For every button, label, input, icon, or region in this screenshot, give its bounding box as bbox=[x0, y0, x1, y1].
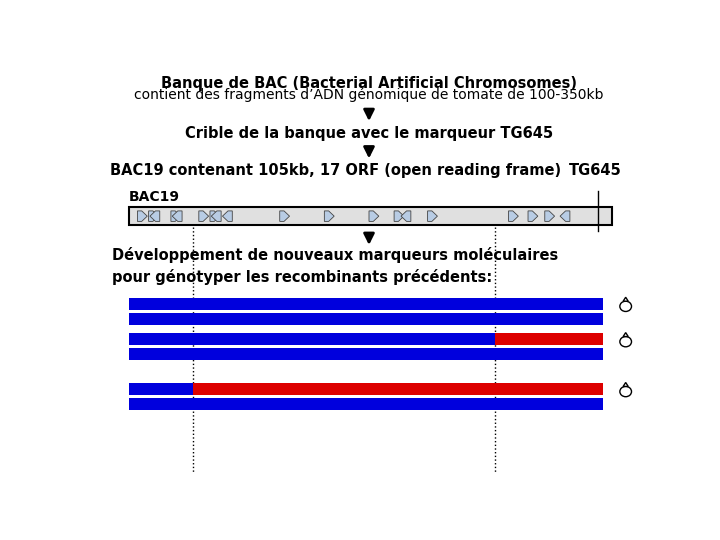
Text: contient des fragments d’ADN génomique de tomate de 100-350kb: contient des fragments d’ADN génomique d… bbox=[134, 87, 604, 102]
FancyArrow shape bbox=[528, 211, 538, 221]
Ellipse shape bbox=[620, 301, 631, 312]
Bar bbox=[129, 348, 603, 360]
Bar bbox=[193, 383, 603, 395]
Text: BAC19: BAC19 bbox=[129, 190, 180, 204]
Ellipse shape bbox=[620, 387, 631, 397]
FancyArrow shape bbox=[148, 211, 158, 221]
FancyArrow shape bbox=[172, 211, 182, 221]
FancyArrow shape bbox=[369, 211, 379, 221]
FancyArrow shape bbox=[401, 211, 411, 221]
Polygon shape bbox=[623, 382, 629, 387]
Bar bbox=[495, 333, 603, 345]
Text: Banque de BAC (Bacterial Artificial Chromosomes): Banque de BAC (Bacterial Artificial Chro… bbox=[161, 76, 577, 91]
Polygon shape bbox=[623, 297, 629, 301]
FancyArrow shape bbox=[508, 211, 518, 221]
FancyArrow shape bbox=[138, 211, 148, 221]
FancyArrow shape bbox=[222, 211, 233, 221]
FancyArrow shape bbox=[199, 211, 209, 221]
Text: Crible de la banque avec le marqueur TG645: Crible de la banque avec le marqueur TG6… bbox=[185, 126, 553, 141]
FancyArrow shape bbox=[210, 211, 220, 221]
Bar bbox=[129, 313, 603, 325]
FancyArrow shape bbox=[394, 211, 404, 221]
Bar bbox=[129, 383, 603, 395]
Bar bbox=[129, 399, 603, 410]
Bar bbox=[129, 333, 603, 345]
FancyArrow shape bbox=[324, 211, 334, 221]
Text: TG645: TG645 bbox=[569, 163, 621, 178]
Bar bbox=[129, 298, 603, 310]
FancyArrow shape bbox=[560, 211, 570, 221]
FancyArrow shape bbox=[211, 211, 221, 221]
Text: BAC19 contenant 105kb, 17 ORF (open reading frame): BAC19 contenant 105kb, 17 ORF (open read… bbox=[110, 163, 561, 178]
FancyArrow shape bbox=[171, 211, 181, 221]
FancyArrow shape bbox=[545, 211, 554, 221]
FancyArrow shape bbox=[280, 211, 289, 221]
Polygon shape bbox=[623, 333, 629, 336]
Text: Développement de nouveaux marqueurs moléculaires
pour génotyper les recombinants: Développement de nouveaux marqueurs molé… bbox=[112, 247, 559, 285]
Ellipse shape bbox=[620, 336, 631, 347]
Bar bbox=[129, 207, 612, 225]
FancyArrow shape bbox=[428, 211, 438, 221]
FancyArrow shape bbox=[150, 211, 160, 221]
